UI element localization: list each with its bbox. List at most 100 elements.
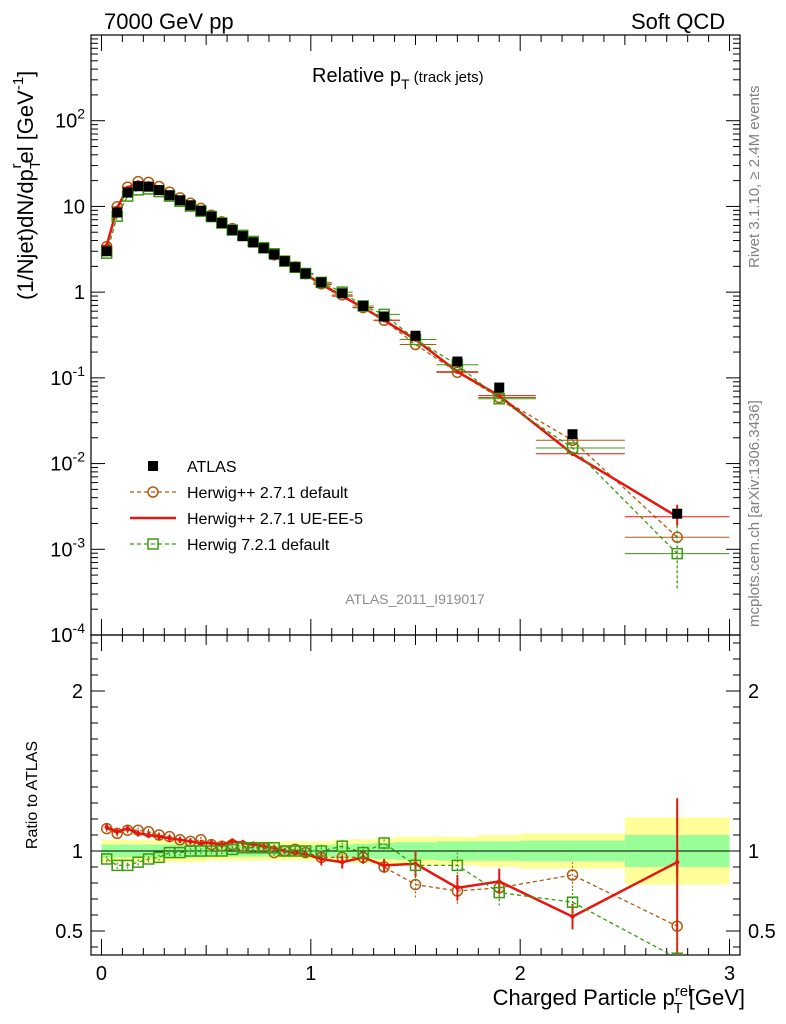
ratio-point-herwigpp_ueee5 xyxy=(455,885,460,890)
header-right: Soft QCD xyxy=(631,9,726,34)
main-y-tick-label: 10 xyxy=(63,196,85,218)
data-point-atlas xyxy=(452,356,463,367)
data-point-atlas xyxy=(379,311,390,322)
ratio-point-herwig7_default xyxy=(409,859,422,872)
ratio-point-herwigpp_default xyxy=(566,869,579,881)
data-point-atlas xyxy=(185,200,196,211)
data-point-atlas xyxy=(337,288,348,299)
data-point-atlas xyxy=(206,211,217,222)
ratio-y-tick-label-right: 0.5 xyxy=(748,921,776,943)
main-y-tick-label: 1 xyxy=(74,282,85,304)
series-point-herwigpp_default xyxy=(451,366,464,379)
data-point-atlas xyxy=(494,382,505,393)
main-y-tick-label: 10-1 xyxy=(50,363,85,390)
series-point-herwigpp_ueee5 xyxy=(497,393,502,398)
ratio-line-herwigpp_default xyxy=(106,828,678,927)
data-point-atlas xyxy=(269,249,280,260)
ratio-line-herwig7_default xyxy=(106,842,673,955)
ratio-point-herwigpp_ueee5 xyxy=(167,836,172,841)
main-y-tick-label: 10-2 xyxy=(50,449,85,476)
ratio-series-herwigpp_ueee5 xyxy=(104,823,680,930)
data-point-atlas xyxy=(122,187,133,198)
chart-title: Relative pT (track jets) xyxy=(312,65,484,92)
ratio-series-herwig7_default xyxy=(100,836,683,955)
data-point-atlas xyxy=(112,207,123,218)
data-point-atlas xyxy=(143,181,154,192)
legend-label: Herwig++ 2.7.1 UE-EE-5 xyxy=(187,511,363,528)
ratio-point-herwig7_default xyxy=(299,845,312,857)
ratio-point-herwigpp_ueee5 xyxy=(146,832,151,838)
ratio-point-herwigpp_ueee5 xyxy=(188,839,193,844)
ratio-point-herwigpp_ueee5 xyxy=(104,824,109,830)
data-point-atlas xyxy=(279,256,290,267)
main-plot-panel: 10-4 10-3 10-2 10-1 1 10 102 (1/Njet)dN/dpTrel … xyxy=(8,34,741,647)
data-point-atlas xyxy=(227,225,238,236)
x-axis-label: Charged Particle prel T [GeV] xyxy=(493,983,745,1017)
legend: ATLAS Herwig++ 2.7.1 default Herwig++ 2.7.… xyxy=(130,459,363,554)
ratio-y-tick-label: 0.5 xyxy=(55,921,83,943)
ratio-point-herwigpp_ueee5 xyxy=(177,837,183,842)
ratio-plot-panel: 0 1 2 3 0.5 0.5 1 1 2 2 Ratio to ATLAS Charged Part… xyxy=(24,634,776,1017)
legend-marker-herwigpp_default xyxy=(147,486,159,498)
data-point-atlas xyxy=(164,190,175,201)
data-point-atlas xyxy=(195,205,206,216)
data-point-atlas xyxy=(290,262,301,273)
main-y-tick-label: 10-3 xyxy=(50,534,85,561)
ratio-point-herwig7_default xyxy=(378,837,390,849)
series-point-herwig7_default xyxy=(493,393,505,405)
ratio-y-tick-label: 2 xyxy=(72,681,83,703)
main-y-axis-label: (1/Njet)dN/dpTrel [GeV-1] xyxy=(8,71,44,300)
data-point-atlas xyxy=(316,277,327,288)
data-point-atlas xyxy=(567,429,578,440)
ratio-point-herwigpp_ueee5 xyxy=(319,856,324,862)
ratio-point-herwigpp_ueee5 xyxy=(125,826,130,831)
data-point-atlas xyxy=(300,268,311,279)
ratio-point-herwigpp_ueee5 xyxy=(230,839,235,844)
ratio-x-tick-label: 0 xyxy=(96,963,107,985)
ratio-point-herwigpp_ueee5 xyxy=(156,834,162,839)
ratio-y-tick-label-right: 2 xyxy=(748,681,759,703)
data-point-atlas xyxy=(133,181,144,192)
ratio-point-herwigpp_ueee5 xyxy=(381,863,387,868)
ratio-point-herwigpp_default xyxy=(111,827,123,840)
ratio-point-herwig7_default xyxy=(336,840,348,852)
ratio-y-tick-label-right: 1 xyxy=(748,841,759,863)
ratio-point-herwigpp_ueee5 xyxy=(570,914,575,919)
ratio-point-herwig7_default xyxy=(315,845,328,857)
ratio-y-axis-label: Ratio to ATLAS xyxy=(24,741,41,849)
ratio-point-herwigpp_ueee5 xyxy=(135,831,141,836)
main-y-tick-label: 102 xyxy=(55,106,85,133)
data-point-atlas xyxy=(174,195,185,206)
analysis-id-label: ATLAS_2011_I919017 xyxy=(345,591,485,607)
legend-marker-atlas xyxy=(148,461,158,471)
ratio-point-herwig7_default xyxy=(451,859,464,872)
main-y-tick-label: 10-4 xyxy=(50,620,85,647)
header-left: 7000 GeV pp xyxy=(104,9,234,34)
data-point-atlas xyxy=(672,508,683,519)
ratio-x-tick-label: 2 xyxy=(515,963,526,985)
ratio-point-herwigpp_ueee5 xyxy=(340,860,345,865)
series-point-herwig7_default xyxy=(566,442,579,454)
series-point-herwig7_default xyxy=(671,547,683,560)
legend-label: ATLAS xyxy=(187,459,237,476)
ratio-point-herwig7_default xyxy=(357,846,369,859)
data-point-atlas xyxy=(410,330,421,341)
ratio-point-herwigpp_ueee5 xyxy=(198,840,204,846)
ratio-point-herwig7_default xyxy=(493,886,505,899)
data-point-atlas xyxy=(237,231,248,242)
ratio-point-herwigpp_ueee5 xyxy=(209,840,214,846)
legend-marker-herwig7_default xyxy=(147,538,159,550)
series-line-herwig7_default xyxy=(106,188,678,555)
data-point-atlas xyxy=(358,300,369,311)
ratio-y-tick-label: 1 xyxy=(72,841,83,863)
legend-label: Herwig 7.2.1 default xyxy=(187,537,330,554)
ratio-point-herwigpp_default xyxy=(409,878,422,891)
legend-label: Herwig++ 2.7.1 default xyxy=(187,485,349,502)
data-point-atlas xyxy=(248,237,259,248)
data-point-atlas xyxy=(101,246,112,257)
ratio-x-tick-label: 3 xyxy=(724,963,735,985)
ratio-point-herwigpp_ueee5 xyxy=(114,829,120,834)
series-point-herwigpp_ueee5 xyxy=(455,369,460,374)
ratio-point-herwig7_default xyxy=(100,853,113,865)
